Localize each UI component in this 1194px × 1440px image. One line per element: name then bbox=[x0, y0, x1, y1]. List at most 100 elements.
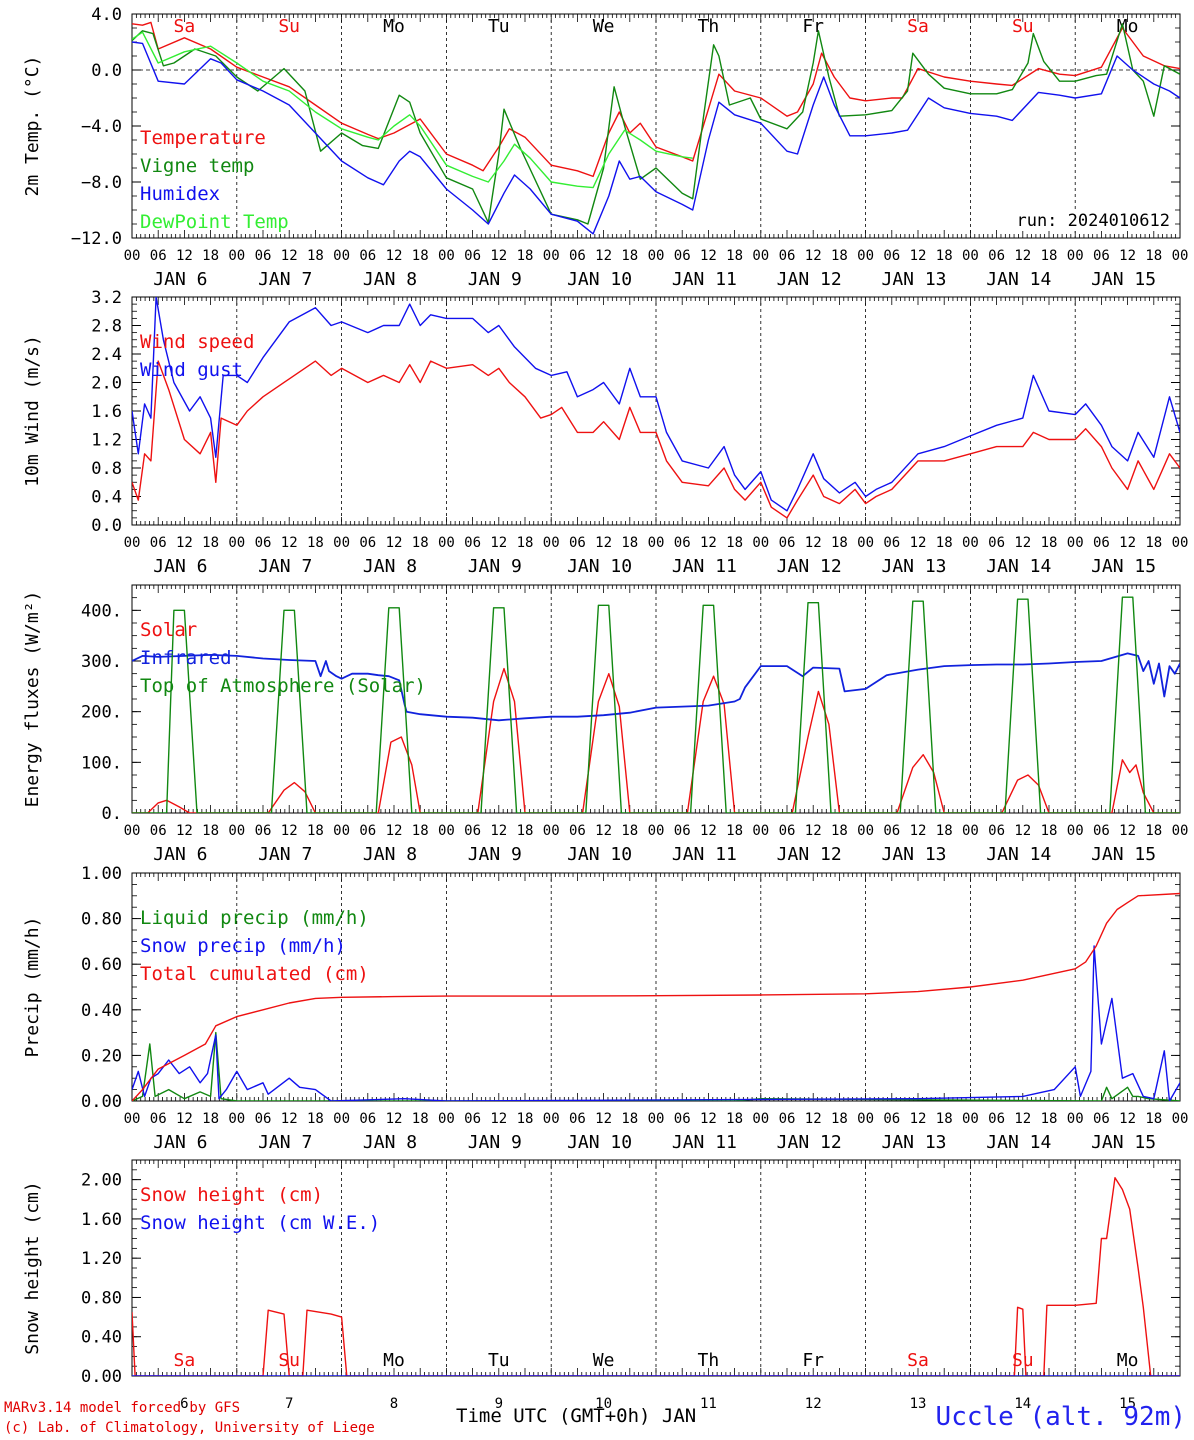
hour-tick-label: 18 bbox=[202, 535, 219, 551]
hour-tick-label: 00 bbox=[438, 535, 455, 551]
y-tick-label: 400. bbox=[81, 601, 122, 621]
hour-tick-label: 18 bbox=[1145, 823, 1162, 839]
y-tick-label: 0.8 bbox=[91, 459, 122, 479]
hour-tick-label: 06 bbox=[779, 248, 796, 264]
y-tick-label: 1.60 bbox=[81, 1210, 122, 1230]
series-line bbox=[132, 1031, 1180, 1101]
hour-tick-label: 18 bbox=[517, 535, 534, 551]
date-label: JAN 10 bbox=[567, 269, 632, 290]
hour-tick-label: 06 bbox=[569, 1111, 586, 1127]
date-label: JAN 14 bbox=[986, 844, 1051, 865]
series-line bbox=[132, 1176, 1180, 1376]
run-label: run: 2024010612 bbox=[1016, 211, 1170, 231]
hour-tick-label: 18 bbox=[1041, 1111, 1058, 1127]
y-tick-label: 1.00 bbox=[81, 864, 122, 884]
y-axis-label: 2m Temp. (°C) bbox=[22, 56, 43, 197]
y-tick-label: 0.80 bbox=[81, 910, 122, 930]
day-number-label: 9 bbox=[495, 1396, 503, 1412]
date-label: JAN 9 bbox=[468, 269, 522, 290]
hour-tick-label: 06 bbox=[569, 823, 586, 839]
hour-tick-label: 06 bbox=[569, 248, 586, 264]
hour-tick-label: 12 bbox=[1014, 823, 1031, 839]
date-label: JAN 9 bbox=[468, 556, 522, 577]
y-tick-label: 2.8 bbox=[91, 317, 122, 337]
hour-tick-label: 00 bbox=[1172, 823, 1189, 839]
hour-tick-label: 06 bbox=[464, 1111, 481, 1127]
hour-tick-label: 00 bbox=[1067, 1111, 1084, 1127]
day-number-label: 12 bbox=[805, 1396, 822, 1412]
hour-tick-label: 00 bbox=[228, 535, 245, 551]
date-label: JAN 8 bbox=[363, 1132, 417, 1153]
hour-tick-label: 18 bbox=[1041, 823, 1058, 839]
hour-tick-label: 18 bbox=[202, 248, 219, 264]
y-axis-label: Energy fluxes (W/m²) bbox=[22, 591, 43, 808]
series-line bbox=[132, 596, 1180, 813]
y-tick-label: 0.40 bbox=[81, 1328, 122, 1348]
y-tick-label: 0.0 bbox=[91, 61, 122, 81]
hour-tick-label: 06 bbox=[988, 535, 1005, 551]
date-label: JAN 13 bbox=[881, 844, 946, 865]
hour-tick-label: 00 bbox=[648, 248, 665, 264]
day-number-label: 11 bbox=[700, 1396, 717, 1412]
hour-tick-label: 12 bbox=[490, 248, 507, 264]
hour-tick-label: 12 bbox=[700, 248, 717, 264]
date-label: JAN 6 bbox=[153, 1132, 207, 1153]
hour-tick-label: 12 bbox=[176, 535, 193, 551]
series-line bbox=[132, 23, 1180, 225]
weekday-label: We bbox=[593, 1350, 615, 1371]
hour-tick-label: 12 bbox=[386, 535, 403, 551]
date-label: JAN 7 bbox=[258, 844, 312, 865]
hour-tick-label: 00 bbox=[438, 248, 455, 264]
y-axis-label: Snow height (cm) bbox=[22, 1181, 43, 1354]
y-tick-label: 0.00 bbox=[81, 1092, 122, 1112]
date-label: JAN 13 bbox=[881, 556, 946, 577]
hour-tick-label: 00 bbox=[543, 248, 560, 264]
day-number-label: 8 bbox=[390, 1396, 398, 1412]
day-number-label: 7 bbox=[285, 1396, 293, 1412]
hour-tick-label: 06 bbox=[464, 823, 481, 839]
hour-tick-label: 06 bbox=[359, 823, 376, 839]
hour-tick-label: 18 bbox=[1145, 248, 1162, 264]
series-line bbox=[132, 21, 1180, 178]
day-number-label: 10 bbox=[595, 1396, 612, 1412]
hour-tick-label: 12 bbox=[176, 1111, 193, 1127]
hour-tick-label: 12 bbox=[700, 823, 717, 839]
hour-tick-label: 12 bbox=[1119, 1111, 1136, 1127]
date-label: JAN 12 bbox=[777, 844, 842, 865]
hour-tick-label: 18 bbox=[412, 823, 429, 839]
hour-tick-label: 06 bbox=[883, 823, 900, 839]
date-label: JAN 10 bbox=[567, 1132, 632, 1153]
hour-tick-label: 12 bbox=[176, 823, 193, 839]
hour-tick-label: 00 bbox=[1067, 535, 1084, 551]
date-label: JAN 15 bbox=[1091, 269, 1156, 290]
hour-tick-label: 18 bbox=[1041, 535, 1058, 551]
weekday-label: Th bbox=[698, 16, 720, 37]
hour-tick-label: 06 bbox=[674, 823, 691, 839]
date-label: JAN 6 bbox=[153, 269, 207, 290]
y-tick-label: 2.00 bbox=[81, 1171, 122, 1191]
legend-entry: Snow precip (mm/h) bbox=[140, 935, 346, 957]
weekday-label: Mo bbox=[1117, 16, 1139, 37]
y-tick-label: 0.0 bbox=[91, 516, 122, 536]
hour-tick-label: 00 bbox=[543, 1111, 560, 1127]
series-line bbox=[132, 667, 1180, 813]
hour-tick-label: 06 bbox=[464, 535, 481, 551]
hour-tick-label: 06 bbox=[1093, 248, 1110, 264]
y-axis-label: 10m Wind (m/s) bbox=[22, 335, 43, 487]
weekday-label: We bbox=[593, 16, 615, 37]
date-label: JAN 15 bbox=[1091, 1132, 1156, 1153]
hour-tick-label: 00 bbox=[648, 823, 665, 839]
hour-tick-label: 12 bbox=[1119, 823, 1136, 839]
date-label: JAN 9 bbox=[468, 844, 522, 865]
y-tick-label: 1.2 bbox=[91, 431, 122, 451]
hour-tick-label: 12 bbox=[1014, 248, 1031, 264]
hour-tick-label: 00 bbox=[962, 535, 979, 551]
hour-tick-label: 18 bbox=[621, 248, 638, 264]
weekday-label: Sa bbox=[174, 1350, 196, 1371]
hour-tick-label: 06 bbox=[1093, 535, 1110, 551]
hour-tick-label: 06 bbox=[1093, 1111, 1110, 1127]
weekday-label: Mo bbox=[383, 1350, 405, 1371]
hour-tick-label: 12 bbox=[281, 1111, 298, 1127]
